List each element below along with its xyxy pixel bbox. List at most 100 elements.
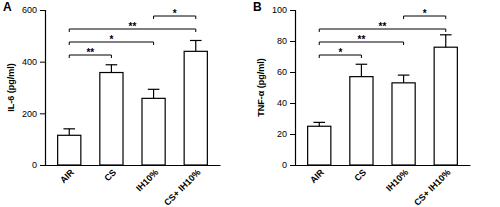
- significance-bracket: **: [69, 21, 196, 32]
- x-tick-label: CS: [352, 167, 368, 183]
- error-line: [361, 64, 362, 76]
- error-line: [403, 75, 404, 83]
- y-tick: 60: [277, 67, 295, 77]
- bar: [184, 51, 207, 165]
- bar: [58, 135, 81, 165]
- error-line: [111, 65, 112, 73]
- significance-label: *: [109, 34, 113, 45]
- significance-label: *: [173, 8, 177, 19]
- error-line: [69, 129, 70, 135]
- x-tick-label: IH10%: [384, 167, 410, 193]
- error-bar: [106, 65, 118, 73]
- error-cap: [313, 122, 325, 123]
- x-axis: AIR CS IH10%CS+ IH10%: [296, 165, 471, 207]
- error-cap: [106, 64, 118, 65]
- y-tick: 400: [22, 57, 45, 67]
- error-cap: [63, 128, 75, 129]
- y-tick-label: 400: [22, 57, 37, 67]
- y-axis: 0 200 400 600: [22, 5, 46, 170]
- significance-label: **: [379, 21, 387, 32]
- significance-bracket: *: [319, 47, 361, 58]
- error-line: [153, 89, 154, 98]
- bar: [350, 77, 373, 165]
- bar: [392, 83, 415, 165]
- error-bar: [356, 64, 368, 76]
- significance-label: *: [338, 47, 342, 58]
- significance-bracket: *: [404, 8, 446, 19]
- error-bar: [440, 35, 452, 47]
- error-bar: [63, 129, 75, 135]
- significance-bracket: **: [319, 34, 403, 45]
- panel: 0 200 400 600 AIR CS IH10%CS+ IH10% IL-6 (pg/ml…: [3, 0, 221, 207]
- y-tick-mark: [290, 103, 295, 104]
- y-tick-label: 0: [32, 160, 37, 170]
- y-tick: 200: [22, 109, 45, 119]
- y-tick-mark: [40, 62, 45, 63]
- x-tick-label: AIR: [58, 167, 76, 185]
- x-tick: CS+ IH10%: [412, 165, 453, 207]
- y-axis-title: IL-6 (pg/ml): [6, 63, 16, 112]
- error-cap: [356, 64, 368, 65]
- error-cap: [398, 74, 410, 75]
- x-tick-label: CS+ IH10%: [162, 167, 203, 207]
- y-axis-line: [290, 11, 296, 166]
- y-tick: 20: [277, 129, 295, 139]
- y-tick: 600: [22, 5, 45, 15]
- y-tick-mark: [40, 10, 45, 11]
- y-tick-mark: [40, 113, 45, 114]
- significance-label: **: [129, 21, 137, 32]
- panel-label: B: [253, 0, 262, 14]
- x-tick: IH10%: [134, 165, 160, 193]
- y-tick: 80: [277, 36, 295, 46]
- y-tick-label: 40: [277, 98, 287, 108]
- x-tick-label: CS: [102, 167, 118, 183]
- significance-bracket: **: [69, 47, 111, 58]
- y-tick-mark: [290, 134, 295, 135]
- error-line: [195, 40, 196, 51]
- x-tick-label: IH10%: [134, 167, 160, 193]
- error-cap: [190, 40, 202, 41]
- y-tick: 40: [277, 98, 295, 108]
- y-tick-label: 60: [277, 67, 287, 77]
- y-tick: 100: [272, 5, 295, 15]
- x-tick: AIR: [58, 165, 76, 185]
- marks: [308, 35, 458, 165]
- x-tick: CS: [102, 165, 118, 183]
- x-axis-line: [46, 165, 221, 166]
- bar: [142, 98, 165, 165]
- marks: [58, 40, 208, 165]
- panel: 020406080100AIRCSIH10%CS+ IH10%TNF-α (pg…: [253, 0, 471, 207]
- error-bar: [313, 122, 325, 126]
- y-tick-mark: [290, 41, 295, 42]
- x-tick-label: CS+ IH10%: [412, 167, 453, 207]
- x-axis-line: [296, 165, 471, 166]
- significance-bracket: **: [319, 21, 446, 32]
- x-tick: IH10%: [384, 165, 410, 193]
- x-tick: CS+ IH10%: [162, 165, 203, 207]
- error-line: [445, 35, 446, 47]
- y-tick: 0: [32, 160, 45, 170]
- error-bar: [398, 75, 410, 83]
- bar: [100, 73, 123, 165]
- significance-bracket: *: [154, 8, 196, 19]
- y-tick-label: 80: [277, 36, 287, 46]
- y-tick-label: 600: [22, 5, 37, 15]
- y-axis-line: [40, 11, 46, 166]
- significance-label: **: [86, 47, 94, 58]
- bar: [434, 47, 457, 165]
- error-bar: [190, 40, 202, 51]
- y-tick-mark: [290, 72, 295, 73]
- y-tick-mark: [290, 10, 295, 11]
- bar: [308, 126, 331, 165]
- x-axis: AIR CS IH10%CS+ IH10%: [46, 165, 221, 207]
- error-cap: [440, 34, 452, 35]
- y-tick-mark: [290, 165, 295, 166]
- significance-bracket: *: [69, 34, 153, 45]
- significance-label: *: [423, 8, 427, 19]
- y-tick-label: 100: [272, 5, 287, 15]
- error-bar: [148, 89, 160, 98]
- error-cap: [148, 89, 160, 90]
- x-tick: AIR: [308, 165, 326, 185]
- y-axis: 020406080100: [272, 5, 296, 170]
- y-tick-label: 20: [277, 129, 287, 139]
